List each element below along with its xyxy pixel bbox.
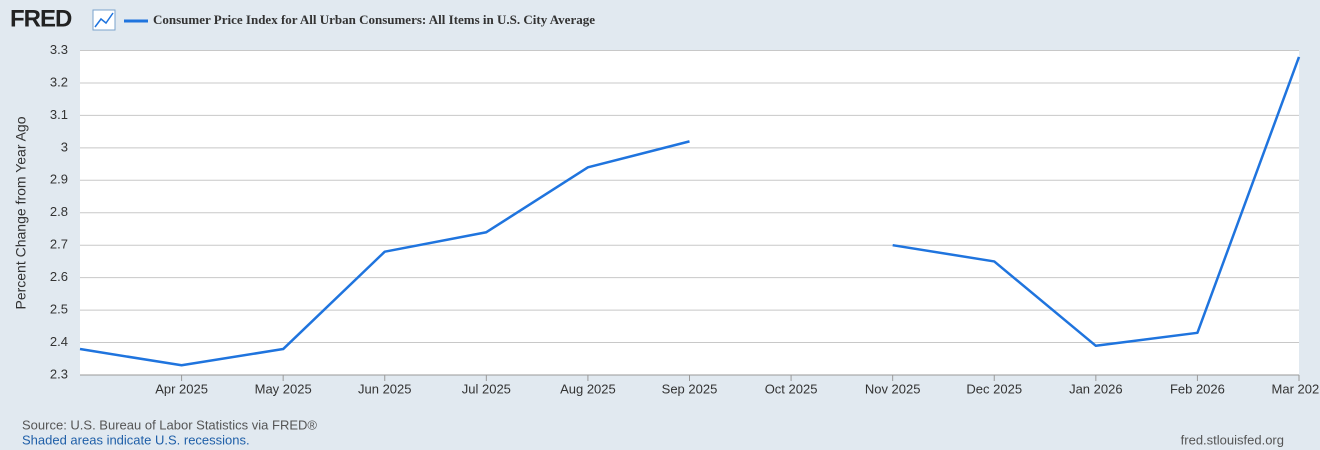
x-tick-label: Jul 2025 (462, 381, 511, 396)
x-tick-label: Oct 2025 (765, 381, 818, 396)
x-tick-label: Aug 2025 (560, 381, 616, 396)
y-tick-label: 2.8 (50, 204, 68, 219)
x-tick-label: Jan 2026 (1069, 381, 1123, 396)
logo-icon (92, 9, 116, 31)
y-tick-label: 2.7 (50, 237, 68, 252)
y-axis-label: Percent Change from Year Ago (13, 116, 29, 309)
y-tick-label: 2.5 (50, 302, 68, 317)
y-tick-label: 3 (61, 139, 68, 154)
y-tick-label: 3.2 (50, 74, 68, 89)
x-tick-label: May 2025 (255, 381, 312, 396)
logo[interactable]: FRED (10, 5, 73, 32)
x-tick-label: Apr 2025 (155, 381, 208, 396)
series-line (79, 56, 1301, 367)
y-tick-label: 3.3 (50, 42, 68, 57)
y-tick-label: 3.1 (50, 107, 68, 122)
source: Source: U.S. Bureau of Labor Statistics … (22, 417, 317, 432)
credit[interactable]: fred.stlouisfed.org (1181, 432, 1284, 447)
x-tick-label: Dec 2025 (966, 381, 1022, 396)
y-tick-label: 2.6 (50, 269, 68, 284)
x-tick-label: Sep 2025 (662, 381, 718, 396)
y-tick-label: 2.3 (50, 366, 68, 381)
x-tick-label: Jun 2025 (358, 381, 412, 396)
y-tick-label: 2.9 (50, 172, 68, 187)
legend-label[interactable]: Consumer Price Index for All Urban Consu… (153, 12, 595, 27)
y-tick-label: 2.4 (50, 334, 68, 349)
x-tick-label: Nov 2025 (865, 381, 921, 396)
x-tick-label: Mar 2026 (1272, 381, 1320, 396)
note[interactable]: Shaded areas indicate U.S. recessions. (22, 432, 250, 447)
x-tick-label: Feb 2026 (1170, 381, 1225, 396)
